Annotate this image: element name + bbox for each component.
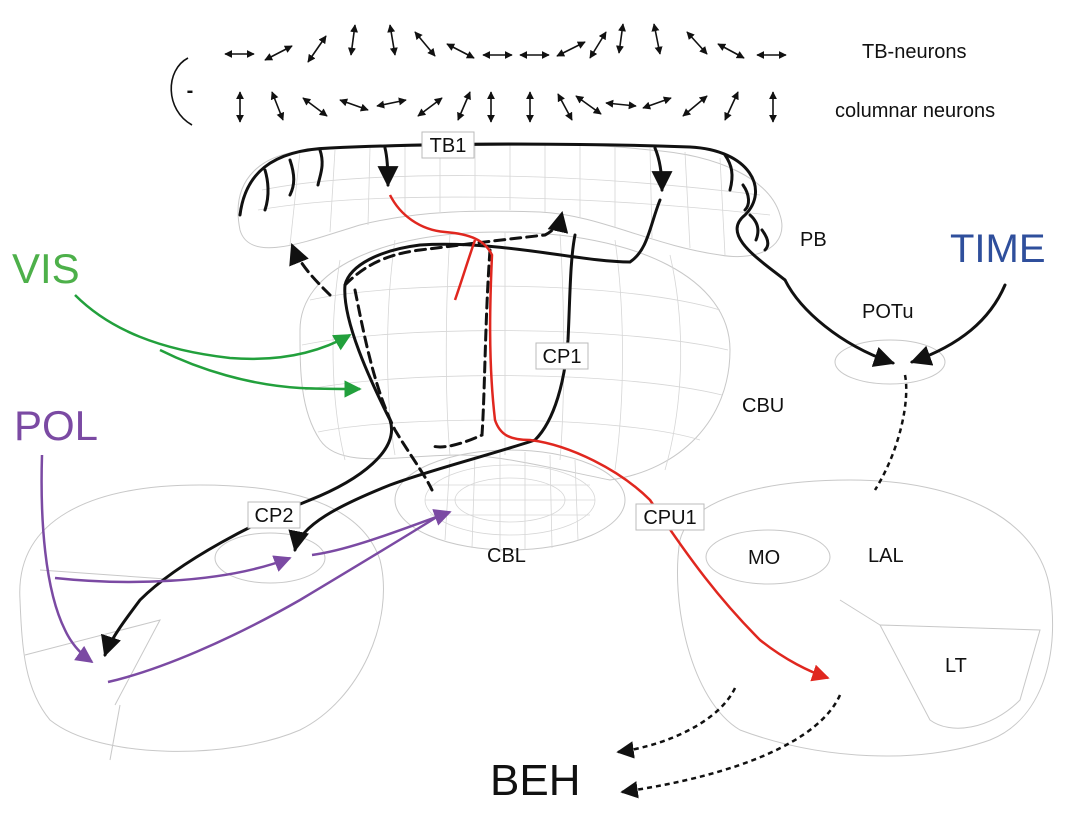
cp1-label: CP1 — [543, 346, 582, 368]
cp1-label-box — [535, 342, 589, 370]
cbu-label: CBU — [742, 395, 784, 417]
cbl-grid — [424, 452, 596, 550]
beh-label: BEH — [490, 756, 580, 805]
cpu1-label-box — [635, 503, 705, 531]
minus-sign: - — [187, 80, 194, 102]
cbl-label: CBL — [487, 545, 526, 567]
lt-label: LT — [945, 655, 967, 677]
minus-sign-bg — [182, 82, 198, 98]
columnar-neuron-arrows — [236, 91, 777, 123]
tb-neurons-label: TB-neurons — [862, 41, 967, 63]
mo-label: MO — [748, 547, 780, 569]
tb-neuron-arrows — [224, 23, 787, 63]
tb1-neuron — [238, 142, 895, 367]
pb-grid — [257, 144, 771, 256]
tb1-label-box — [421, 131, 475, 159]
inhibition-bracket — [170, 57, 193, 126]
left-mo-outline — [214, 532, 326, 584]
cp2-label-box — [247, 501, 301, 529]
cpu1-neuron — [388, 194, 830, 682]
cbl-outline — [394, 449, 626, 551]
columnar-neurons-label: columnar neurons — [835, 100, 995, 122]
pol-inputs — [40, 454, 452, 684]
time-input — [910, 283, 1007, 366]
left-lal-outline — [19, 484, 384, 752]
cp2-neuron — [289, 210, 569, 492]
output-paths — [616, 374, 908, 799]
potu-label: POTu — [862, 301, 914, 323]
pb-label: PB — [800, 229, 827, 251]
vis-inputs — [74, 294, 362, 398]
right-mo-outline — [705, 529, 831, 585]
potu-outline — [834, 339, 946, 385]
cp2-label: CP2 — [255, 505, 294, 527]
lal-label: LAL — [868, 545, 904, 567]
vis-label: VIS — [12, 245, 80, 292]
cbu-outline — [299, 231, 731, 481]
time-label: TIME — [950, 227, 1046, 271]
cpu1-label: CPU1 — [643, 507, 696, 529]
cp1-neuron — [101, 198, 662, 657]
tb1-label: TB1 — [430, 135, 467, 157]
right-lal-outline — [677, 479, 1053, 757]
brain-outlines — [19, 142, 1053, 761]
pol-label: POL — [14, 402, 98, 449]
